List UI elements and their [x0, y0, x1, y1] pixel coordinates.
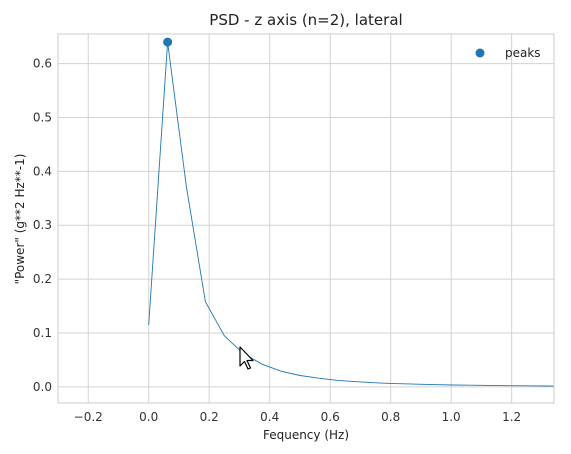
mouse-cursor [239, 346, 254, 370]
y-tick-label: 0.3 [33, 218, 52, 232]
data-layer [148, 37, 554, 387]
y-tick-label: 0.2 [33, 272, 52, 286]
x-tick-label: 0.8 [381, 410, 400, 424]
x-axis-label: Fequency (Hz) [263, 428, 349, 442]
x-tick-label: 0.4 [260, 410, 279, 424]
y-tick-label: 0.5 [33, 110, 52, 124]
x-tick-label: 0.0 [139, 410, 158, 424]
tick-layer: −0.2 0.0 0.2 0.4 0.6 0.8 1.0 1.2 0.0 0.1 0.2 0.3 0.4… [33, 57, 521, 424]
legend-label-peaks: peaks [505, 46, 541, 60]
plot-frame [57, 33, 555, 404]
x-tick-label: 1.2 [502, 410, 521, 424]
chart-title: PSD - z axis (n=2), lateral [209, 11, 402, 29]
peak-point [163, 37, 173, 47]
x-tick-label: 0.6 [321, 410, 340, 424]
x-tick-label: 1.0 [442, 410, 461, 424]
y-tick-label: 0.0 [33, 380, 52, 394]
grid-layer [58, 34, 554, 403]
y-tick-label: 0.6 [33, 57, 52, 71]
x-tick-label: −0.2 [74, 410, 103, 424]
legend-marker-peaks [475, 48, 485, 58]
x-tick-label: 0.2 [200, 410, 219, 424]
y-axis-label: "Power" (g**2 Hz**-1) [13, 154, 27, 285]
y-tick-label: 0.4 [33, 164, 52, 178]
psd-line [148, 42, 554, 387]
y-tick-label: 0.1 [33, 326, 52, 340]
legend: peaks [475, 46, 541, 60]
